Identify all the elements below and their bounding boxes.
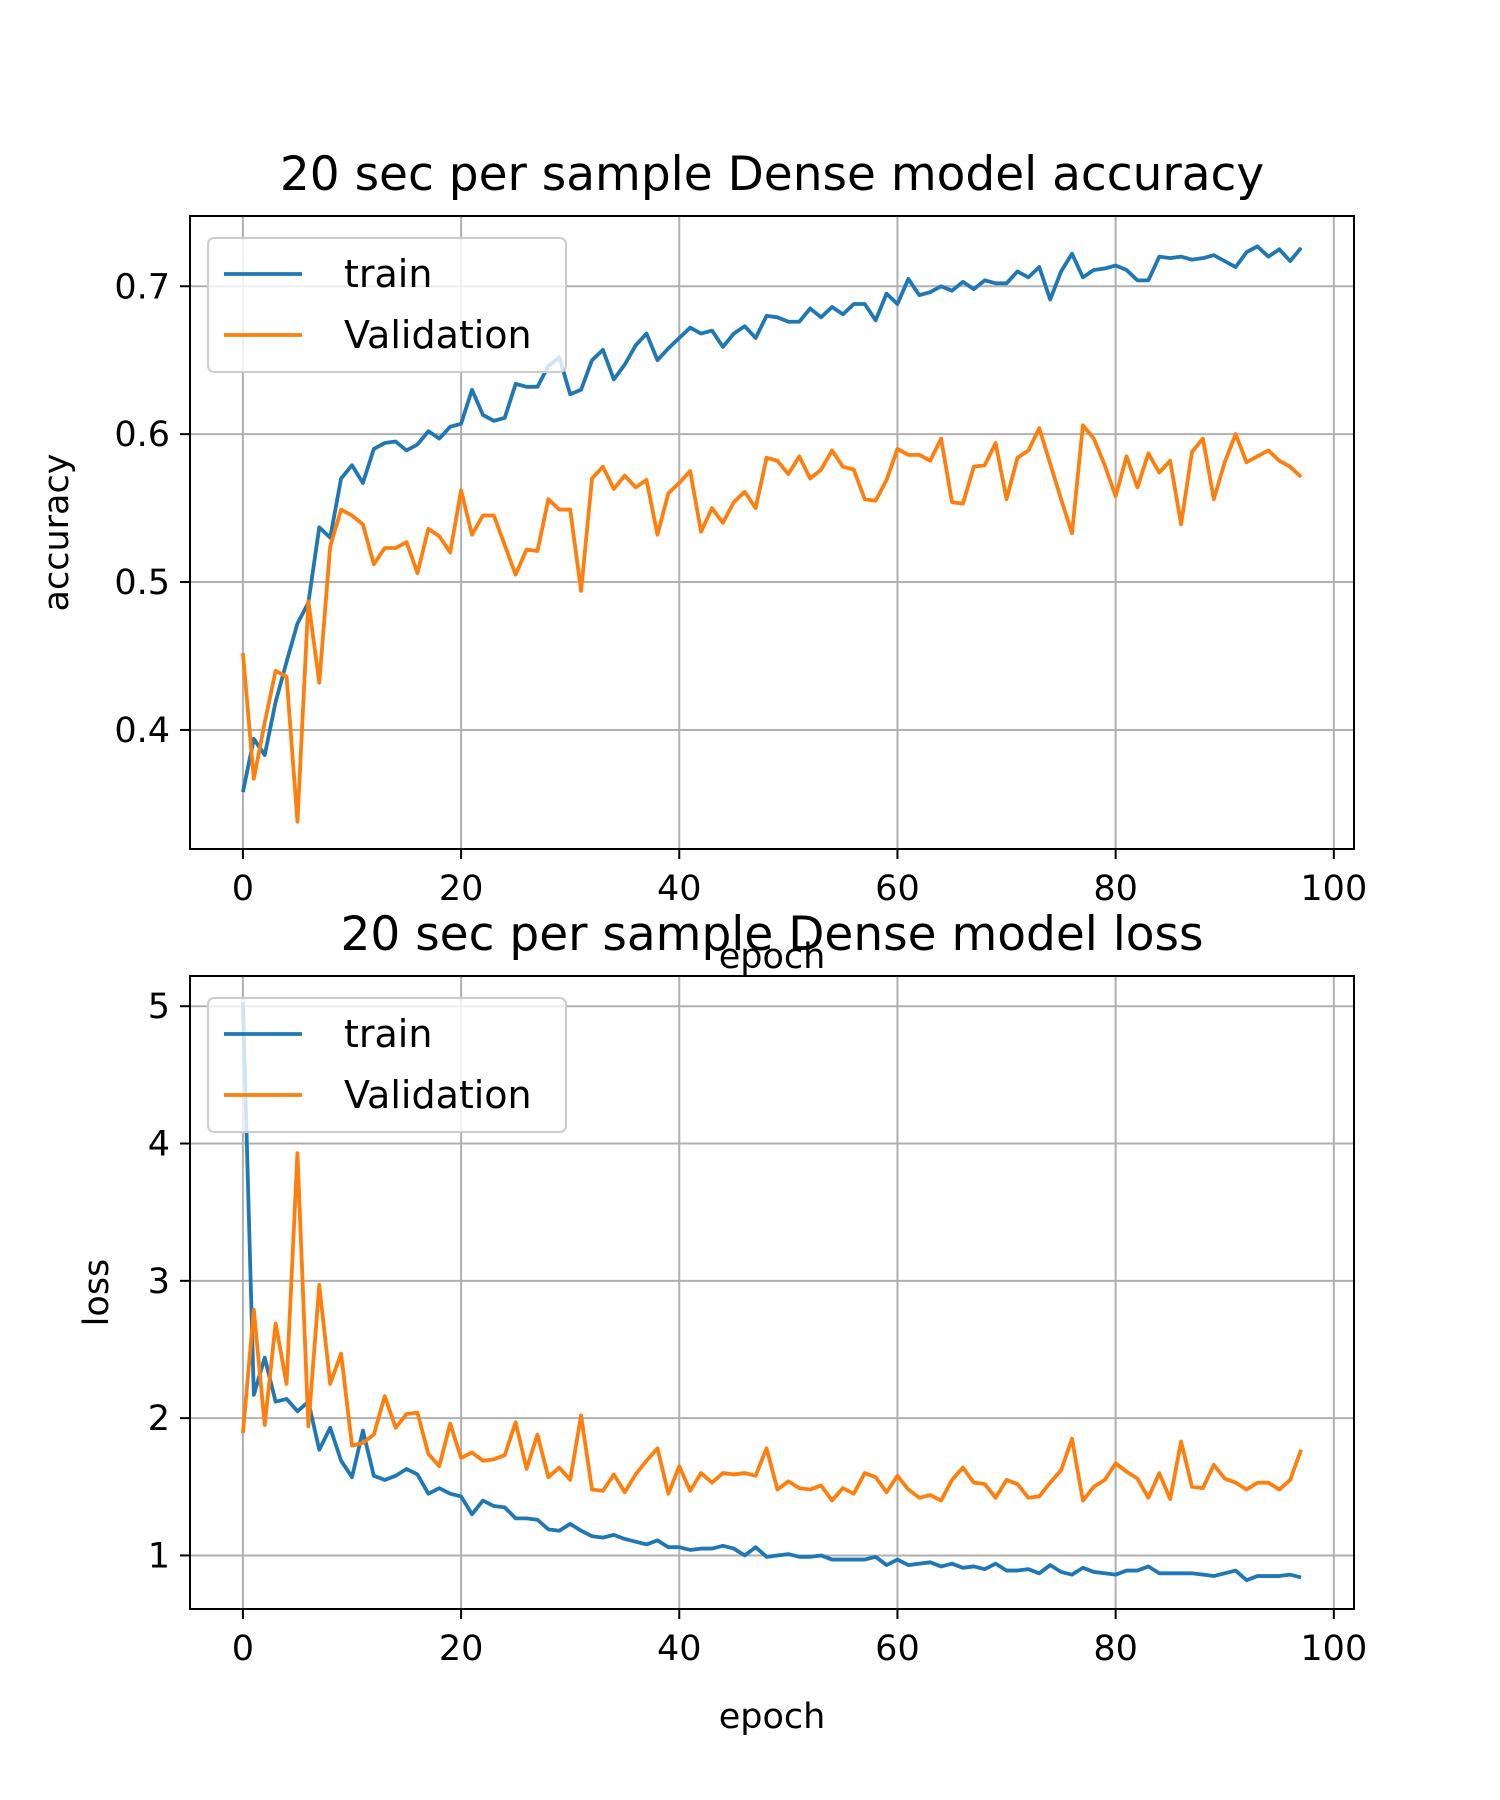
chart-1-xtick-label-1: 20 [439,869,484,909]
chart-2-series-validation-line [241,1151,1303,1503]
chart-1-xtick-label-0: 0 [232,869,254,909]
chart-1-xlabel: epoch [719,937,826,977]
chart-2-ytick-label-3: 4 [148,1125,170,1165]
chart-1: 0 20 40 60 80 100 0.4 0.5 0.6 0.7 epoch accuracy tra… [37,147,1367,977]
chart-1-ytick-label-1: 0.5 [114,563,170,603]
chart-1-legend-box [207,237,567,373]
chart-1-ytick-label-2: 0.6 [114,415,170,455]
chart-1-ytick-label-0: 0.4 [114,711,170,751]
chart-1-series-validation-line [241,423,1303,824]
chart-2-ytick-label-1: 2 [148,1399,170,1439]
chart-1-legend: train Validation [207,237,567,373]
chart-2-xtick-label-0: 0 [232,1629,254,1669]
chart-2-ytick-label-0: 1 [148,1536,170,1576]
chart-1-xtick-label-3: 60 [875,869,920,909]
chart-2-title: 20 sec per sample Dense model loss [340,907,1203,962]
chart-1-xtick-label-5: 100 [1300,869,1367,909]
chart-2-axes-frame [189,975,1355,1610]
chart-1-ytick-label-3: 0.7 [114,267,170,307]
chart-1-axes-frame [189,215,1355,850]
chart-2-xlabel: epoch [719,1697,826,1737]
chart-1-ylabel: accuracy [37,454,77,612]
chart-2-xtick-label-3: 60 [875,1629,920,1669]
chart-1-legend-validation-label: Validation [344,313,532,357]
chart-2-legend-box [207,997,567,1133]
chart-2-ytick-label-2: 3 [148,1262,170,1302]
chart-1-title: 20 sec per sample Dense model accuracy [280,147,1264,202]
chart-2-ylabel: loss [77,1259,117,1327]
chart-1-xtick-label-4: 80 [1093,869,1138,909]
chart-2: 0 20 40 60 80 100 1 2 3 4 5 epoch loss train Validatio… [77,907,1367,1737]
chart-1-series-train-line [241,244,1303,793]
chart-1-xtick-label-2: 40 [657,869,702,909]
chart-2-legend: train Validation [207,997,567,1133]
chart-2-legend-train-label: train [344,1012,432,1056]
chart-2-xtick-label-5: 100 [1300,1629,1367,1669]
chart-2-xtick-label-2: 40 [657,1629,702,1669]
chart-2-ytick-label-4: 5 [148,987,170,1027]
chart-2-xtick-label-4: 80 [1093,1629,1138,1669]
chart-2-series-train-line [241,1002,1302,1583]
chart-1-legend-train-label: train [344,252,432,296]
chart-2-legend-validation-label: Validation [344,1073,532,1117]
chart-2-xtick-label-1: 20 [439,1629,484,1669]
